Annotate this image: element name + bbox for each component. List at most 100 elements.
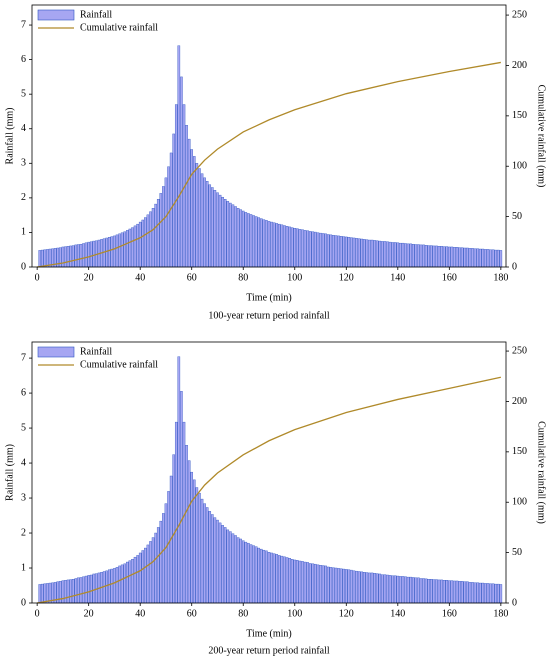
bar bbox=[229, 202, 232, 268]
y2-tick-label: 250 bbox=[512, 345, 527, 356]
bar bbox=[190, 149, 193, 268]
bar bbox=[411, 577, 415, 604]
y-tick-label: 1 bbox=[21, 562, 26, 573]
bar bbox=[345, 569, 348, 604]
bar bbox=[43, 583, 47, 604]
bar bbox=[66, 246, 70, 268]
bar bbox=[265, 550, 268, 604]
x-tick-label: 160 bbox=[442, 608, 457, 619]
bar bbox=[391, 242, 394, 268]
bar bbox=[131, 227, 134, 268]
bar bbox=[156, 527, 160, 604]
bar bbox=[77, 244, 80, 268]
bar bbox=[285, 226, 289, 268]
bar bbox=[108, 237, 111, 268]
y-tick-label: 0 bbox=[21, 261, 26, 272]
bar bbox=[381, 241, 384, 268]
bar bbox=[226, 201, 230, 268]
bar bbox=[401, 242, 405, 268]
y-tick-label: 5 bbox=[21, 422, 26, 433]
bar bbox=[296, 560, 299, 604]
bar bbox=[149, 541, 152, 604]
bar bbox=[468, 248, 472, 268]
bar bbox=[61, 246, 65, 268]
bar bbox=[41, 583, 44, 604]
y-axis-label: Rainfall (mm) bbox=[4, 108, 15, 165]
bar bbox=[89, 241, 93, 268]
bar bbox=[435, 579, 438, 604]
x-tick-label: 180 bbox=[493, 272, 508, 283]
bar bbox=[123, 563, 127, 604]
bar bbox=[329, 234, 333, 268]
bar bbox=[113, 568, 116, 604]
bar bbox=[288, 226, 291, 268]
y-tick-label: 2 bbox=[21, 527, 26, 538]
bar bbox=[399, 242, 402, 268]
y-tick-label: 6 bbox=[21, 387, 26, 398]
bar bbox=[87, 241, 90, 268]
bar bbox=[378, 573, 382, 604]
bar bbox=[334, 235, 338, 268]
bar bbox=[244, 541, 248, 604]
bar bbox=[396, 242, 400, 268]
y2-tick-label: 100 bbox=[512, 497, 527, 508]
y2-tick-label: 0 bbox=[512, 261, 517, 272]
bar bbox=[393, 242, 397, 268]
x-tick-label: 40 bbox=[135, 272, 145, 283]
bar bbox=[422, 244, 425, 268]
bar bbox=[74, 578, 78, 604]
bar bbox=[267, 221, 271, 268]
bar bbox=[453, 580, 456, 604]
bar bbox=[105, 570, 108, 604]
bar bbox=[205, 181, 209, 268]
bar bbox=[231, 533, 235, 604]
bar bbox=[218, 522, 222, 604]
bar bbox=[257, 547, 260, 604]
bar bbox=[347, 569, 351, 604]
bar bbox=[301, 561, 304, 604]
bar bbox=[38, 584, 42, 604]
bar bbox=[110, 236, 114, 268]
bar bbox=[373, 240, 376, 268]
bar bbox=[203, 503, 206, 604]
y2-tick-label: 250 bbox=[512, 9, 527, 20]
x-tick-label: 160 bbox=[442, 272, 457, 283]
bar bbox=[151, 208, 155, 268]
bar bbox=[82, 243, 85, 268]
bar bbox=[448, 580, 451, 604]
bar bbox=[92, 240, 96, 268]
y2-axis-label: Cumulative rainfall (mm) bbox=[536, 421, 547, 524]
bar bbox=[481, 248, 485, 268]
x-tick-label: 100 bbox=[287, 608, 302, 619]
bar bbox=[213, 190, 217, 268]
cumulative-line bbox=[37, 376, 501, 604]
bar bbox=[455, 580, 459, 604]
bar bbox=[494, 583, 497, 604]
y-tick-label: 4 bbox=[21, 457, 26, 468]
bar bbox=[154, 203, 157, 268]
bar bbox=[306, 562, 309, 604]
y2-tick-label: 200 bbox=[512, 60, 527, 71]
y-tick-label: 4 bbox=[21, 123, 26, 134]
bar bbox=[198, 492, 201, 604]
bar bbox=[466, 247, 469, 268]
bar bbox=[430, 579, 433, 604]
bar bbox=[460, 247, 464, 268]
bar bbox=[494, 249, 497, 268]
bar bbox=[326, 234, 330, 268]
bar bbox=[368, 239, 371, 268]
bar bbox=[427, 245, 430, 268]
bar bbox=[321, 233, 325, 268]
bar bbox=[195, 163, 199, 268]
bar bbox=[386, 241, 389, 268]
bar bbox=[471, 248, 474, 268]
x-tick-label: 60 bbox=[187, 608, 197, 619]
y2-tick-label: 150 bbox=[512, 110, 527, 121]
bar bbox=[77, 577, 80, 604]
bar bbox=[185, 125, 188, 268]
bar bbox=[231, 204, 235, 268]
bar bbox=[363, 239, 366, 268]
bar bbox=[283, 556, 286, 604]
x-axis-label: Time (min) bbox=[246, 628, 291, 639]
bar bbox=[146, 544, 150, 604]
